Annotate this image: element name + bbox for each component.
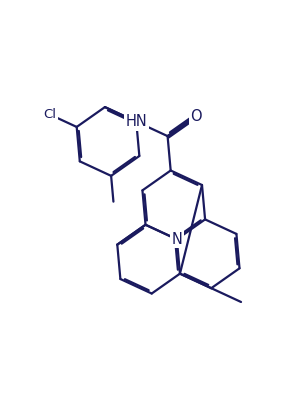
Text: N: N [172,232,182,247]
Text: O: O [190,109,202,124]
Text: Cl: Cl [43,108,57,121]
Text: HN: HN [125,114,147,129]
